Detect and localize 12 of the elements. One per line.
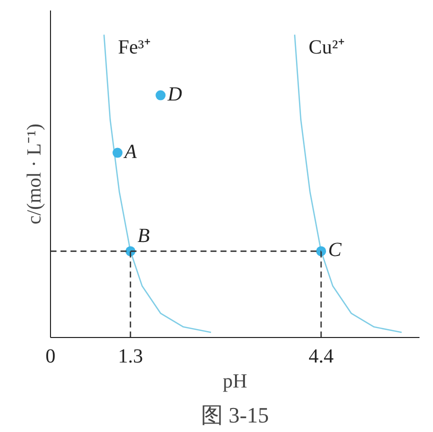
series-label: Cu²⁺ — [308, 36, 345, 59]
x-tick-label: 1.3 — [118, 346, 143, 368]
annotation: B — [137, 225, 150, 248]
x-tick-label: 0 — [46, 346, 56, 368]
caption: 图 3-15 — [201, 402, 269, 428]
x-tick-label: 4.4 — [308, 346, 334, 368]
annotation: C — [328, 239, 342, 262]
annotation: A — [122, 140, 138, 163]
x-axis-title: pH — [222, 370, 248, 392]
series-label: Fe³⁺ — [118, 36, 152, 59]
y-axis-title: c/(mol · L⁻¹) — [24, 124, 46, 224]
annotation: D — [166, 83, 183, 106]
